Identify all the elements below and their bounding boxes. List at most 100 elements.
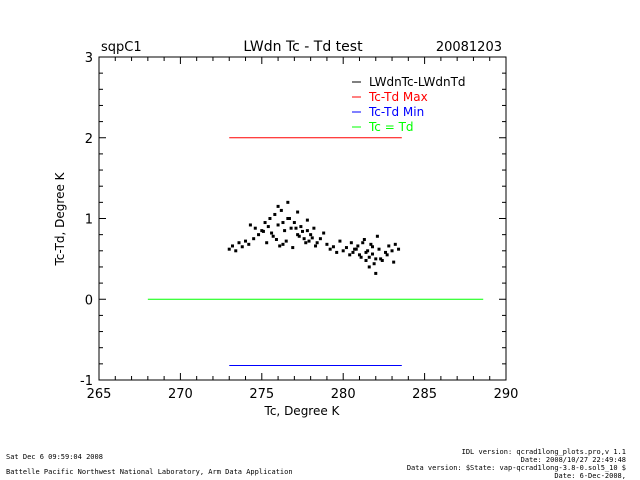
y-axis-label: Tc-Td, Degree K xyxy=(53,171,67,266)
data-point xyxy=(371,252,375,256)
data-point xyxy=(266,225,270,229)
data-point xyxy=(359,255,363,259)
data-point xyxy=(227,247,231,251)
data-point xyxy=(276,204,280,208)
data-point xyxy=(305,218,309,222)
data-point xyxy=(257,233,261,237)
data-point xyxy=(281,242,285,246)
y-axis: -1 0 1 2 3 xyxy=(80,51,506,389)
data-point xyxy=(296,210,300,214)
data-point xyxy=(367,265,371,269)
data-point xyxy=(392,260,396,264)
x-tick-label: 280 xyxy=(331,387,356,402)
data-point xyxy=(374,257,378,261)
data-point xyxy=(384,250,388,254)
data-point xyxy=(344,246,348,250)
data-point xyxy=(291,246,295,250)
data-point xyxy=(390,249,394,253)
data-point xyxy=(234,249,238,253)
data-point xyxy=(318,237,322,241)
data-point xyxy=(230,244,234,248)
data-point xyxy=(362,237,366,241)
data-point xyxy=(314,244,318,248)
data-point xyxy=(253,226,257,230)
legend-label: Tc-Td Max xyxy=(368,90,428,104)
data-point xyxy=(354,247,358,251)
data-point xyxy=(240,245,244,249)
data-point xyxy=(260,229,264,233)
data-point xyxy=(294,226,298,230)
data-point xyxy=(265,241,269,245)
legend-label: LWdnTc-LWdnTd xyxy=(369,75,466,89)
data-point xyxy=(369,242,373,246)
data-point xyxy=(361,241,365,245)
data-point xyxy=(299,225,303,229)
x-tick-label: 265 xyxy=(87,387,112,402)
plot-frame xyxy=(98,56,507,381)
data-point xyxy=(374,271,378,275)
data-point xyxy=(310,236,314,240)
data-point xyxy=(364,258,368,262)
data-point xyxy=(366,249,370,253)
data-point xyxy=(283,229,287,233)
data-point xyxy=(301,229,304,233)
data-point xyxy=(312,226,316,230)
data-point xyxy=(297,234,301,238)
footer-data-date: Date: 6-Dec-2008, xyxy=(554,472,626,480)
footer-data-version: Data version: $State: vap-qcrad1long-3.8… xyxy=(406,464,626,472)
legend-label: Tc = Td xyxy=(368,120,414,134)
y-tick-label: 3 xyxy=(85,51,93,66)
data-point xyxy=(348,253,352,257)
data-point xyxy=(302,237,306,241)
data-point xyxy=(393,242,397,246)
data-point xyxy=(315,241,319,245)
data-point xyxy=(247,242,251,246)
data-point xyxy=(357,253,361,257)
date-label: 20081203 xyxy=(436,40,502,55)
data-point xyxy=(387,244,391,248)
data-point xyxy=(338,239,342,243)
data-point xyxy=(304,241,308,245)
y-tick-label: 1 xyxy=(85,213,93,228)
data-point xyxy=(252,237,256,241)
series-points-lwdntc-lwdntd xyxy=(227,200,401,275)
data-point xyxy=(281,221,285,225)
data-point xyxy=(284,239,288,243)
site-label: sqpC1 xyxy=(101,40,142,55)
data-point xyxy=(341,249,345,253)
data-point xyxy=(244,239,248,243)
data-point xyxy=(271,234,275,238)
footer-organization: Battelle Pacific Northwest National Labo… xyxy=(6,468,293,476)
data-point xyxy=(276,223,280,227)
data-point xyxy=(380,258,384,262)
x-tick-label: 275 xyxy=(249,387,274,402)
x-axis-label: Tc, Degree K xyxy=(264,404,341,418)
footer-idl-version: IDL version: qcrad1long_plots.pro,v 1.1 xyxy=(461,448,626,456)
chart-title: LWdn Tc - Td test xyxy=(243,39,363,55)
data-point xyxy=(325,242,329,246)
data-point xyxy=(237,241,241,245)
data-point xyxy=(292,221,296,225)
data-point xyxy=(261,229,265,233)
y-tick-label: 0 xyxy=(85,293,93,308)
data-point xyxy=(328,247,332,251)
data-point xyxy=(322,231,326,235)
data-point xyxy=(385,253,389,257)
data-point xyxy=(248,223,252,227)
data-point xyxy=(367,255,371,259)
legend-label: Tc-Td Min xyxy=(368,105,424,119)
data-point xyxy=(351,250,355,254)
x-tick-label: 285 xyxy=(412,387,437,402)
x-axis: 265 270 275 280 285 290 xyxy=(87,57,518,402)
data-point xyxy=(372,262,376,266)
data-point xyxy=(377,247,381,251)
data-point xyxy=(307,239,311,243)
footer-idl-date: Date: 2008/10/27 22:49:48 xyxy=(520,456,626,464)
data-point xyxy=(353,247,357,251)
data-point xyxy=(278,244,282,248)
series-layer xyxy=(147,137,484,366)
y-tick-label: -1 xyxy=(80,374,93,389)
data-point xyxy=(371,245,375,249)
